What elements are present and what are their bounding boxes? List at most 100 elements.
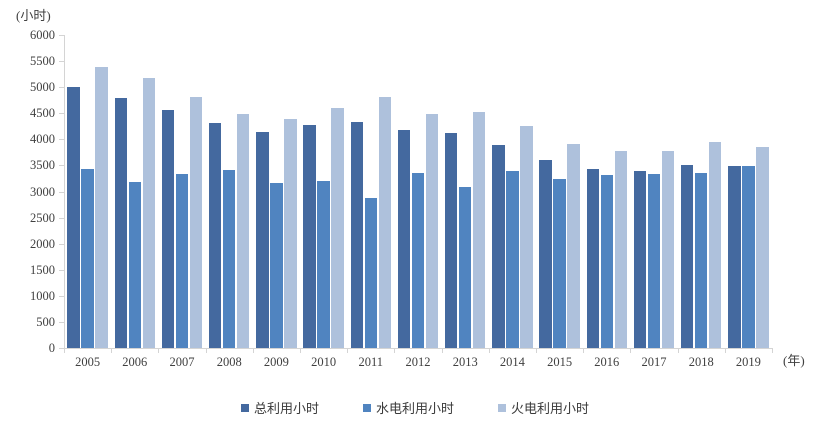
bar	[756, 146, 769, 348]
y-axis-tick	[59, 87, 64, 89]
y-axis-tick-label: 5000	[30, 79, 55, 94]
legend-item-label: 火电利用小时	[511, 401, 590, 416]
legend-swatch-icon	[240, 403, 249, 412]
plot-area: 6000 5500 5000 4500 4000 3500 3000 2500 2000 1500…	[30, 29, 773, 369]
y-axis-tick-label: 3000	[30, 184, 55, 199]
y-axis-tick	[59, 243, 64, 245]
y-axis-tick	[59, 35, 64, 36]
x-axis-tick-label: 2015	[547, 355, 573, 369]
x-axis-tick	[205, 348, 207, 353]
legend-item-label: 水电利用小时	[375, 401, 454, 416]
x-axis-tick-label: 2005	[75, 355, 101, 369]
y-axis-unit-label: (小时)	[16, 8, 51, 23]
x-axis-tick-label: 2012	[405, 355, 431, 369]
bar	[553, 178, 566, 348]
y-axis-tick	[59, 165, 64, 167]
bar	[189, 96, 203, 348]
bar	[411, 172, 425, 348]
bar-group	[161, 35, 203, 348]
bar	[661, 150, 675, 348]
bar	[114, 97, 128, 348]
bar	[317, 180, 330, 348]
bar	[303, 125, 316, 348]
bar	[492, 144, 505, 348]
y-axis-tick-label: 4500	[30, 106, 55, 120]
x-axis-unit-label: (年)	[783, 353, 805, 368]
x-axis-tick	[64, 348, 65, 353]
bar	[586, 169, 600, 348]
x-axis-tick-label: 2014	[499, 355, 525, 369]
bar-group	[67, 35, 108, 348]
bar	[270, 182, 283, 348]
x-axis-tick-label: 2018	[688, 355, 714, 369]
x-axis-tick-label: 2008	[216, 355, 242, 369]
x-axis-tick-label: 2006	[122, 355, 148, 369]
legend-item-label: 总利用小时	[253, 401, 319, 416]
y-axis-tick-label: 5500	[30, 53, 55, 68]
y-axis-tick-label: 4000	[30, 132, 55, 147]
bar	[680, 164, 694, 348]
x-axis-tick	[488, 348, 490, 353]
bar	[614, 151, 628, 348]
bar	[567, 143, 580, 348]
bar-group	[303, 35, 344, 348]
y-axis-tick	[59, 139, 64, 141]
bar	[175, 174, 189, 348]
bar-group	[114, 35, 156, 348]
bar	[472, 112, 486, 348]
x-axis-tick	[111, 348, 113, 353]
x-axis-tick-label: 2007	[169, 355, 195, 369]
x-axis-line	[64, 348, 773, 349]
bar	[506, 171, 519, 348]
bar-group	[633, 35, 675, 348]
y-axis-tick-label: 3500	[30, 158, 55, 173]
bar	[67, 87, 80, 348]
bar-group	[728, 35, 769, 348]
bar	[222, 170, 236, 348]
bar-group	[680, 35, 722, 348]
x-axis-tick	[347, 348, 349, 353]
x-axis-tick-label: 2011	[358, 355, 384, 369]
legend-swatch-icon	[362, 403, 371, 412]
bar-group	[539, 35, 580, 348]
y-axis-tick-label: 0	[48, 340, 55, 355]
x-axis-tick	[300, 348, 301, 353]
y-axis-tick	[59, 61, 64, 63]
bar	[539, 160, 552, 348]
bar	[128, 181, 142, 348]
y-axis-tick-label: 6000	[30, 27, 55, 42]
bar	[600, 174, 614, 348]
legend-item[interactable]: 水电利用小时	[362, 398, 454, 417]
bar	[208, 122, 222, 348]
bar	[694, 172, 708, 348]
bar	[633, 170, 647, 348]
chart-legend: 总利用小时 水电利用小时 火电利用小时	[0, 398, 830, 417]
x-axis-tick	[394, 348, 396, 353]
x-axis-tick-label: 2013	[452, 355, 478, 369]
y-axis-tick	[59, 295, 64, 297]
x-axis-tick	[252, 348, 254, 353]
bar	[364, 197, 378, 348]
y-axis-tick	[59, 191, 64, 193]
x-axis-tick	[583, 348, 585, 353]
x-axis-tick	[772, 348, 773, 353]
y-axis-tick	[59, 217, 64, 219]
y-axis-tick-label: 1500	[30, 262, 55, 277]
bar	[397, 130, 411, 348]
bar	[236, 114, 250, 348]
bar	[728, 166, 741, 348]
x-axis-tick-label: 2017	[641, 355, 667, 369]
legend-item[interactable]: 火电利用小时	[498, 398, 589, 417]
bar	[458, 186, 472, 348]
bar	[647, 174, 661, 348]
bar	[742, 166, 755, 348]
legend-item[interactable]: 总利用小时	[240, 398, 319, 417]
x-axis-tick	[677, 348, 679, 353]
bar-group	[350, 35, 392, 348]
bar	[81, 168, 94, 348]
x-axis-tick	[441, 348, 443, 353]
bar	[378, 96, 392, 348]
bar	[444, 132, 458, 348]
y-axis-tick	[59, 348, 64, 349]
